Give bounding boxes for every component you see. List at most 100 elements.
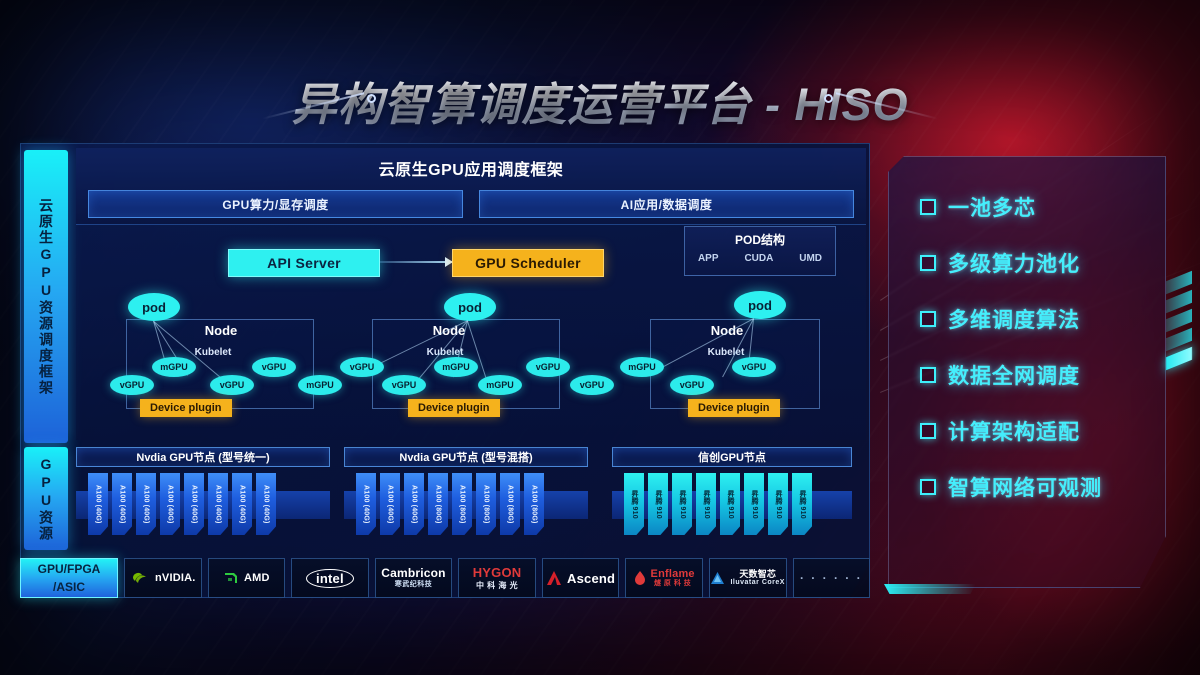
gpu-card-label: A100 (40G) (238, 484, 246, 524)
vendor-hygon[interactable]: HYGON 中 科 海 光 (458, 558, 536, 598)
gpu-card-label: 昇腾 910 (655, 489, 662, 519)
vendor-iluvatar[interactable]: 天数智芯 Iluvatar CoreX (708, 558, 787, 598)
feature-panel-frame (888, 156, 1166, 588)
feature-label: 计算架构适配 (948, 421, 1080, 444)
vendor-enflame[interactable]: Enflame 燧 原 科 技 (625, 558, 703, 598)
pod-badge[interactable]: pod (444, 293, 496, 321)
pod-structure-box: POD结构 APP CUDA UMD (684, 226, 836, 276)
feature-item-5[interactable]: 计算架构适配 (920, 416, 1148, 446)
gpu-resource-section: Nvdia GPU节点 (型号统一) Nvdia GPU节点 (型号混搭) 信创… (76, 447, 866, 550)
sidebar-label-framework-text: 云原生GPU资源调度框架 (38, 197, 54, 396)
pod-badge[interactable]: pod (128, 293, 180, 321)
api-server-box[interactable]: API Server (228, 249, 380, 277)
sidebar-label-resources-text: GPU资源 (38, 455, 54, 542)
device-plugin-badge[interactable]: Device plugin (140, 399, 232, 417)
framework-box-ai-app[interactable]: AI应用/数据调度 (479, 190, 854, 218)
gpu-card[interactable]: 昇腾 910 (744, 473, 764, 535)
vgpu-node[interactable]: vGPU (526, 357, 570, 377)
vgpu-node[interactable]: vGPU (252, 357, 296, 377)
gpu-card[interactable]: A100 (80G) (500, 473, 520, 535)
feature-item-2[interactable]: 多级算力池化 (920, 248, 1148, 278)
gpu-card[interactable]: A100 (80G) (428, 473, 448, 535)
vgpu-node[interactable]: vGPU (382, 375, 426, 395)
iluvatar-logo-icon (711, 572, 725, 584)
feature-label: 智算网络可观测 (948, 477, 1102, 500)
gpu-node-header-nvidia-uniform[interactable]: Nvdia GPU节点 (型号统一) (76, 447, 330, 467)
mgpu-node[interactable]: mGPU (434, 357, 478, 377)
gpu-card[interactable]: A100 (40G) (112, 473, 132, 535)
gpu-card[interactable]: A100 (40G) (160, 473, 180, 535)
feature-panel-stripes (1166, 270, 1192, 391)
kubelet-label: Kubelet (194, 347, 232, 358)
mgpu-node[interactable]: mGPU (152, 357, 196, 377)
device-plugin-badge[interactable]: Device plugin (688, 399, 780, 417)
gpu-card[interactable]: A100 (80G) (524, 473, 544, 535)
gpu-card[interactable]: 昇腾 910 (696, 473, 716, 535)
vgpu-node[interactable]: vGPU (670, 375, 714, 395)
gpu-card-label: A100 (40G) (214, 484, 222, 524)
gpu-node-header-xinchuang[interactable]: 信创GPU节点 (612, 447, 852, 467)
gpu-card[interactable]: A100 (40G) (356, 473, 376, 535)
gpu-card[interactable]: 昇腾 910 (648, 473, 668, 535)
gpu-card-label: 昇腾 910 (799, 489, 806, 519)
node-title: Node (204, 323, 238, 338)
node-group-3: pod Node Kubelet mGPU vGPU vGPU Device p… (620, 291, 836, 417)
api-to-scheduler-arrow (380, 257, 453, 267)
mgpu-node[interactable]: mGPU (620, 357, 664, 377)
framework-section: 云原生GPU应用调度框架 GPU算力/显存调度 AI应用/数据调度 (76, 148, 866, 225)
vendor-more[interactable]: · · · · · · (792, 558, 871, 598)
gpu-card[interactable]: A100 (40G) (256, 473, 276, 535)
gpu-card[interactable]: A100 (80G) (452, 473, 472, 535)
vendor-ascend[interactable]: Ascend (541, 558, 620, 598)
gpu-card[interactable]: 昇腾 910 (624, 473, 644, 535)
pod-struct-item-cuda: CUDA (744, 253, 774, 264)
mgpu-node[interactable]: mGPU (478, 375, 522, 395)
nvidia-logo-icon (133, 573, 147, 583)
kubelet-label: Kubelet (426, 347, 464, 358)
feature-item-3[interactable]: 多维调度算法 (920, 304, 1148, 334)
feature-item-6[interactable]: 智算网络可观测 (920, 472, 1148, 502)
mgpu-node[interactable]: mGPU (298, 375, 342, 395)
vendor-name: nVIDIA. (155, 572, 196, 584)
gpu-card[interactable]: A100 (40G) (88, 473, 108, 535)
vendor-amd[interactable]: AMD (207, 558, 286, 598)
gpu-card[interactable]: A100 (80G) (476, 473, 496, 535)
gpu-card[interactable]: A100 (40G) (380, 473, 400, 535)
gpu-card[interactable]: A100 (40G) (208, 473, 228, 535)
gpu-card[interactable]: 昇腾 910 (768, 473, 788, 535)
vendor-cambricon[interactable]: Cambricon 寒武纪科技 (374, 558, 453, 598)
gpu-card[interactable]: A100 (40G) (232, 473, 252, 535)
vgpu-node[interactable]: vGPU (340, 357, 384, 377)
gpu-card[interactable]: A100 (40G) (136, 473, 156, 535)
gpu-card[interactable]: 昇腾 910 (792, 473, 812, 535)
gpu-scheduler-box[interactable]: GPU Scheduler (452, 249, 604, 277)
framework-box-gpu-compute[interactable]: GPU算力/显存调度 (88, 190, 463, 218)
vgpu-node[interactable]: vGPU (570, 375, 614, 395)
pod-badge[interactable]: pod (734, 291, 786, 319)
pod-struct-item-app: APP (697, 253, 719, 264)
gpu-card-list-3: 昇腾 910 昇腾 910 昇腾 910 昇腾 910 昇腾 910 昇腾 91… (612, 473, 852, 545)
device-plugin-badge[interactable]: Device plugin (408, 399, 500, 417)
gpu-card[interactable]: 昇腾 910 (720, 473, 740, 535)
scheduler-section: API Server GPU Scheduler POD结构 APP CUDA … (76, 225, 866, 440)
node-title: Node (432, 323, 466, 338)
gpu-node-header-nvidia-mixed[interactable]: Nvdia GPU节点 (型号混搭) (344, 447, 588, 467)
vgpu-node[interactable]: vGPU (210, 375, 254, 395)
gpu-card[interactable]: A100 (40G) (184, 473, 204, 535)
feature-label: 多维调度算法 (948, 309, 1080, 332)
gpu-card-label: A100 (40G) (142, 484, 150, 524)
gpu-card-label: A100 (80G) (458, 484, 466, 524)
gpu-card-label: 昇腾 910 (631, 489, 638, 519)
vendor-name: intel (306, 568, 354, 588)
vendor-subname: Iluvatar CoreX (730, 579, 785, 587)
vgpu-node[interactable]: vGPU (110, 375, 154, 395)
gpu-card-label: 昇腾 910 (679, 489, 686, 519)
gpu-card[interactable]: 昇腾 910 (672, 473, 692, 535)
gpu-card[interactable]: A100 (40G) (404, 473, 424, 535)
vendor-nvidia[interactable]: nVIDIA. (124, 558, 202, 598)
feature-item-1[interactable]: 一池多芯 (920, 192, 1148, 222)
vendor-intel[interactable]: intel (291, 558, 369, 598)
gpu-card-label: 昇腾 910 (703, 489, 710, 519)
feature-item-4[interactable]: 数据全网调度 (920, 360, 1148, 390)
vgpu-node[interactable]: vGPU (732, 357, 776, 377)
